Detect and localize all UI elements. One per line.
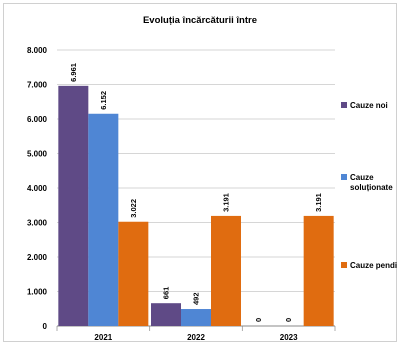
bar <box>88 113 119 326</box>
data-label: 492 <box>192 293 201 306</box>
y-tick-label: 2.000 <box>27 253 48 262</box>
y-tick-label: 3.000 <box>27 219 48 228</box>
bar <box>303 215 334 326</box>
y-tick-label: 8.000 <box>27 46 48 55</box>
data-label: 3.022 <box>129 199 138 218</box>
bar <box>118 221 149 326</box>
legend-swatch <box>341 262 347 268</box>
chart-title: Evoluția încărcăturii între <box>143 15 257 26</box>
data-label: 3.191 <box>314 193 323 212</box>
y-tick-label: 4.000 <box>27 184 48 193</box>
x-tick-label: 2021 <box>94 333 112 342</box>
x-tick-label: 2023 <box>280 333 298 342</box>
data-label: 0 <box>254 318 263 322</box>
data-label: 3.191 <box>222 193 231 212</box>
y-tick-label: 6.000 <box>27 115 48 124</box>
y-tick-label: 7.000 <box>27 81 48 90</box>
legend-label: Cauze noi <box>350 101 388 110</box>
data-label: 6.961 <box>69 63 78 82</box>
data-label: 661 <box>162 287 171 300</box>
y-tick-label: 0 <box>43 322 48 331</box>
data-label: 0 <box>284 318 293 322</box>
legend-swatch <box>341 174 347 180</box>
bars <box>58 85 334 327</box>
legend-label: Cauze <box>350 173 374 182</box>
y-axis-ticks: 0 1.000 2.000 3.000 4.000 5.000 6.000 7.000 8.00… <box>27 46 48 331</box>
y-tick-label: 1.000 <box>27 288 48 297</box>
bar <box>181 309 211 326</box>
legend-label: Cauze pendi <box>350 261 397 270</box>
bar <box>151 303 181 326</box>
category-labels: 2021 2022 2023 <box>94 333 298 342</box>
legend-swatch <box>341 102 347 108</box>
y-tick-label: 5.000 <box>27 150 48 159</box>
x-tick-label: 2022 <box>187 333 205 342</box>
legend-label: soluționate <box>350 183 393 192</box>
data-labels: 6.961 6.152 3.022 661 492 3.191 0 0 3.191 <box>69 63 323 322</box>
bar <box>211 215 241 326</box>
bar <box>58 85 89 327</box>
data-label: 6.152 <box>99 91 108 110</box>
